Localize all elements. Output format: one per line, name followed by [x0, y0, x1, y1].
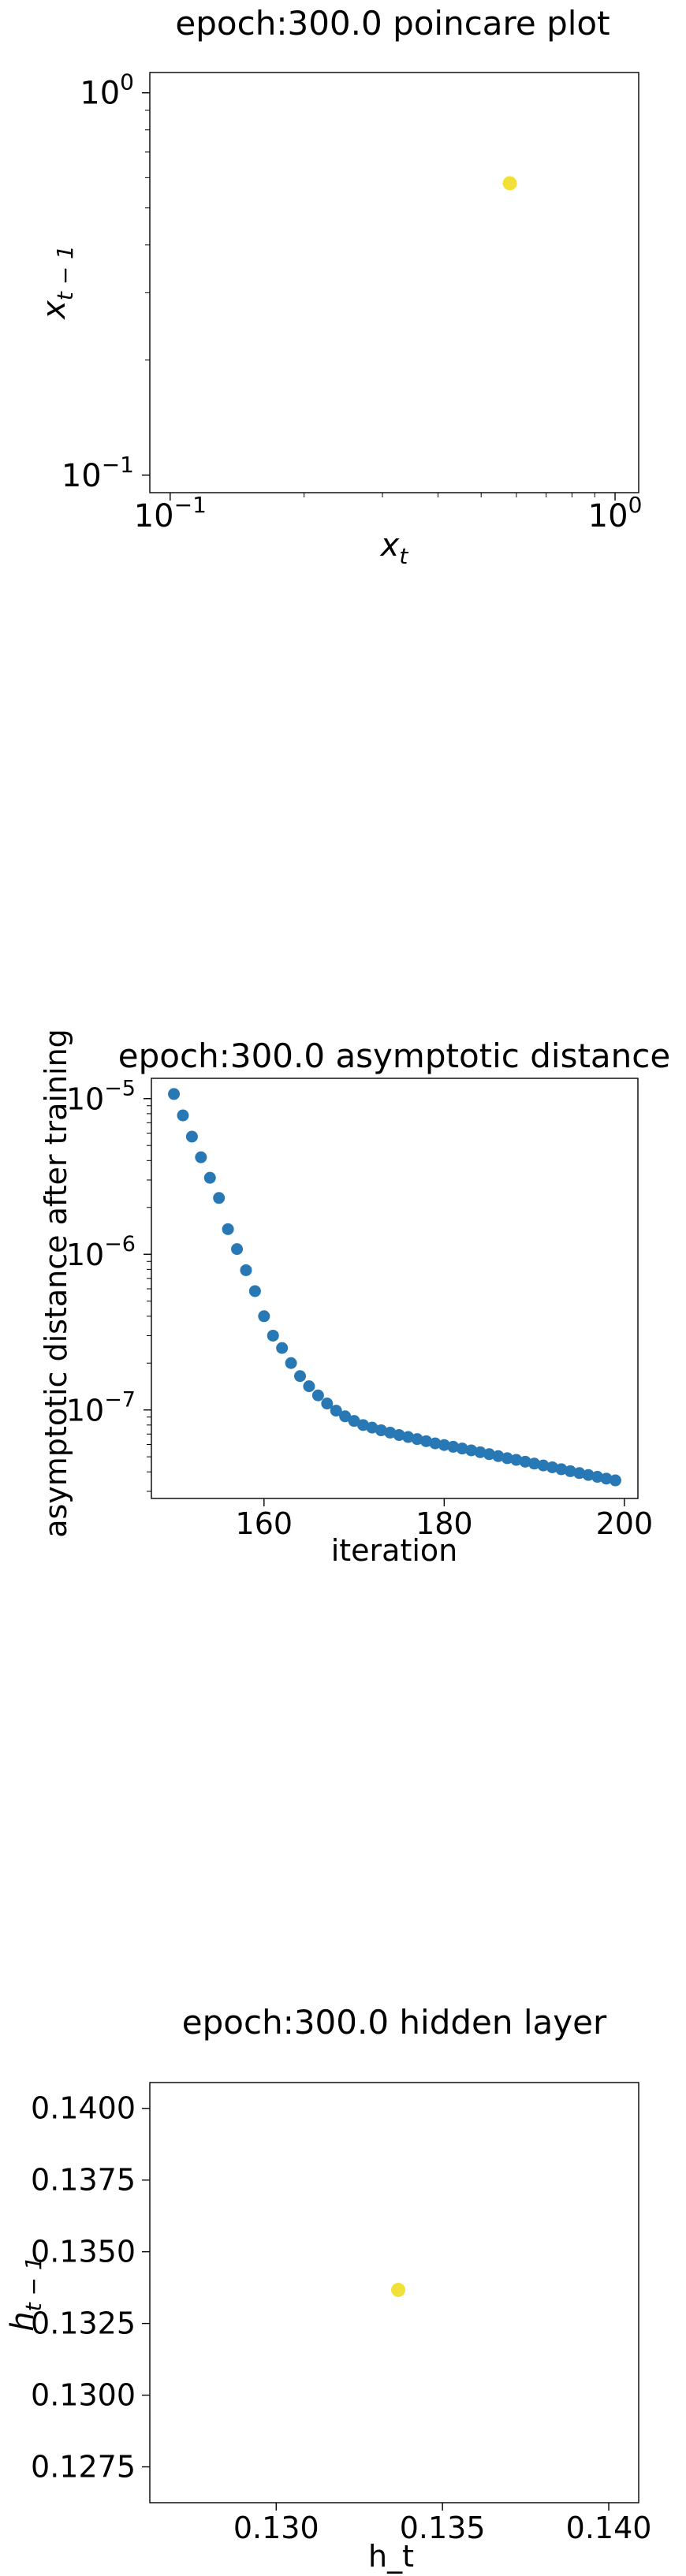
data-point [177, 1109, 189, 1122]
data-point [438, 1439, 450, 1451]
data-point [465, 1444, 478, 1457]
data-point [348, 1415, 360, 1428]
y-axis-label: xt − 1 [36, 245, 78, 321]
data-point [501, 1452, 513, 1465]
x-tick-label: 10−1 [134, 492, 207, 534]
y-tick-label: 0.1325 [31, 2306, 136, 2341]
y-tick-label: 10−5 [66, 1077, 136, 1117]
data-point [519, 1455, 531, 1468]
x-tick-label: 0.130 [233, 2511, 319, 2545]
data-point [582, 1469, 595, 1481]
data-point [303, 1380, 315, 1393]
data-point [573, 1467, 586, 1480]
data-point [419, 1435, 432, 1447]
x-tick-label: 0.140 [566, 2511, 652, 2545]
data-point [267, 1329, 279, 1342]
y-tick-label: 0.1375 [31, 2163, 136, 2198]
x-axis-label: xt [379, 527, 409, 569]
data-points [502, 176, 517, 191]
data-point [321, 1398, 334, 1410]
data-point [285, 1357, 297, 1369]
hidden-layer-chart: epoch:300.0 hidden layer 0.130 0.135 0.1… [5, 2003, 652, 2574]
data-point [222, 1223, 234, 1235]
data-point [528, 1457, 541, 1470]
data-points [168, 1088, 621, 1487]
poincare-plot-chart: epoch:300.0 poincare plot 10−1 100 10−1 … [36, 4, 643, 569]
y-minor-ticks [145, 110, 150, 361]
data-point [168, 1088, 181, 1100]
data-point [366, 1421, 378, 1434]
y-tick-label: 10−1 [62, 452, 134, 494]
chart-title: epoch:300.0 poincare plot [175, 4, 610, 43]
data-point [429, 1437, 442, 1450]
y-tick-label: 10−7 [66, 1388, 136, 1428]
y-tick-label: 0.1300 [31, 2378, 136, 2413]
data-point [447, 1440, 460, 1453]
data-point [311, 1389, 324, 1402]
data-point [276, 1342, 289, 1354]
y-axis-label: asymptotic distance after training [39, 1029, 73, 1538]
data-point [393, 1429, 405, 1442]
data-point [203, 1171, 216, 1184]
data-point [375, 1424, 387, 1437]
data-point [474, 1446, 487, 1458]
y-tick-label: 0.1400 [31, 2091, 136, 2126]
y-minor-ticks [147, 1105, 151, 1492]
data-point [546, 1461, 558, 1473]
data-point [213, 1192, 226, 1204]
data-point [483, 1448, 495, 1461]
data-point [456, 1442, 468, 1455]
data-point [537, 1459, 550, 1472]
plot-frame [151, 1078, 639, 1499]
data-point [339, 1410, 352, 1423]
data-point [294, 1370, 307, 1383]
x-tick-label: 160 [236, 1506, 293, 1541]
x-axis-label: iteration [331, 1533, 458, 1568]
chart-title: epoch:300.0 hidden layer [182, 2003, 607, 2042]
data-point [411, 1433, 423, 1446]
data-point [357, 1419, 370, 1431]
data-point [384, 1426, 397, 1439]
data-point [591, 1471, 604, 1483]
data-point [564, 1465, 576, 1477]
data-point [609, 1474, 621, 1487]
x-minor-ticks [304, 493, 595, 497]
x-tick-label: 200 [596, 1506, 654, 1541]
data-point [330, 1405, 342, 1417]
data-point [258, 1310, 270, 1323]
y-axis-label: ht − 1 [5, 2256, 47, 2331]
data-point [502, 176, 517, 191]
data-point [600, 1472, 613, 1485]
data-point [231, 1243, 244, 1256]
y-tick-label: 0.1275 [31, 2450, 136, 2485]
data-point [492, 1450, 505, 1462]
data-point [510, 1454, 523, 1466]
plot-frame [149, 2082, 639, 2503]
y-tick-label: 10−6 [66, 1232, 136, 1272]
asymptotic-distance-chart: epoch:300.0 asymptotic distance 160 180 … [39, 1029, 670, 1568]
x-tick-label: 0.135 [400, 2511, 486, 2545]
data-point [195, 1151, 207, 1163]
x-axis-label: h_t [368, 2539, 414, 2574]
data-points [391, 2283, 406, 2298]
data-point [248, 1285, 261, 1297]
data-point [555, 1463, 568, 1476]
data-point [240, 1264, 252, 1276]
data-point [402, 1431, 415, 1443]
data-point [185, 1130, 198, 1143]
chart-title: epoch:300.0 asymptotic distance [118, 1037, 670, 1075]
plot-frame [149, 72, 639, 493]
x-tick-label: 180 [416, 1506, 473, 1541]
y-tick-label: 0.1350 [31, 2235, 136, 2269]
x-tick-label: 100 [588, 492, 643, 534]
y-tick-label: 100 [80, 69, 134, 112]
data-point [391, 2283, 406, 2298]
